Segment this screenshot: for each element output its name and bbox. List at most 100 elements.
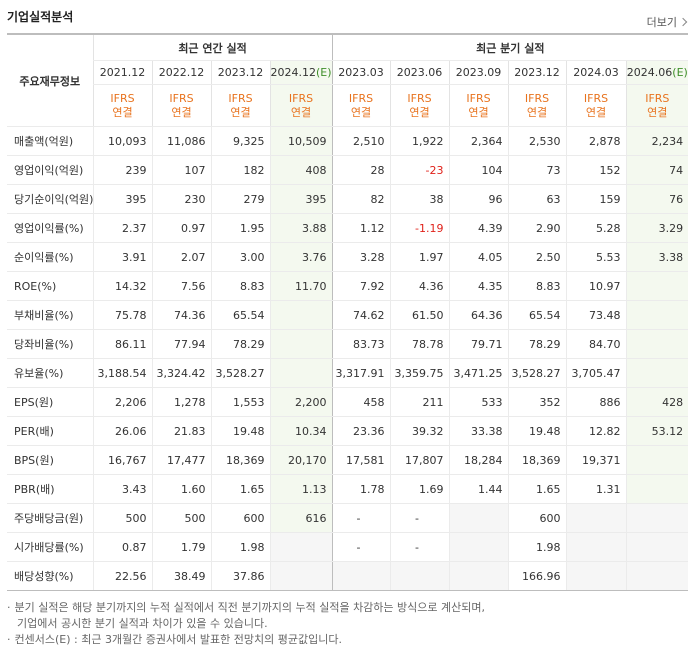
cell: 16,767 [92,445,152,475]
cell: 19,371 [565,445,627,475]
cell: 11.70 [269,271,333,301]
cell [448,561,509,591]
cell [269,532,333,562]
cell: 3.29 [625,213,689,243]
cell: 2,530 [507,126,567,156]
cell: 1.13 [269,474,333,504]
cell: 18,369 [507,445,567,475]
row-label: 순이익률(%) [7,242,93,272]
cell: 152 [565,155,627,185]
row-label: 당좌비율(%) [7,329,93,359]
cell: 79.71 [448,329,509,359]
section-title: 기업실적분석 [7,10,74,24]
cell: 12.82 [565,416,627,446]
cell [625,300,689,330]
cell: 61.50 [389,300,450,330]
cell: 182 [210,155,270,185]
cell [625,329,689,359]
cell: 2,878 [565,126,627,156]
basis-header: IFRS 연결 [625,84,689,127]
basis-header: IFRS 연결 [210,84,270,127]
estimate-mark: (E) [316,66,332,79]
row-label: 당기순이익(억원) [7,184,93,214]
cell: - [331,503,391,533]
basis-header: IFRS 연결 [151,84,211,127]
basis-text: IFRS [524,91,550,105]
cell [625,474,689,504]
cell: 458 [331,387,391,417]
cell: 82 [331,184,391,214]
cell [269,329,333,359]
cell: 2,200 [269,387,333,417]
cell: 1.31 [565,474,627,504]
basis-header: IFRS 연결 [389,84,450,127]
cell: 104 [448,155,509,185]
cell: 65.54 [507,300,567,330]
row-label: EPS(원) [7,387,93,417]
cell: 73.48 [565,300,627,330]
basis-text: 연결 [112,105,133,119]
cell: 2.50 [507,242,567,272]
basis-text: IFRS [228,91,253,105]
cell: 211 [389,387,450,417]
cell: 3,317.91 [331,358,391,388]
cell: 11,086 [151,126,211,156]
cell: 4.35 [448,271,509,301]
cell: - [389,532,450,562]
basis-text: IFRS [583,91,609,105]
cell [331,561,391,591]
cell: 74.36 [151,300,211,330]
cell: 18,369 [210,445,270,475]
row-label: PER(배) [7,416,93,446]
cell: 3.91 [92,242,152,272]
corner-header: 주요재무정보 [7,33,93,127]
cell: 428 [625,387,689,417]
cell: 1.69 [389,474,450,504]
cell [389,561,450,591]
footnote: 컨센서스(E) : 최근 3개월간 증권사에서 발표한 전망치의 평균값입니다. [7,632,485,648]
cell: 38 [389,184,450,214]
cell: 1,278 [151,387,211,417]
cell: 65.54 [210,300,270,330]
period-header: 2021.12 [92,60,152,85]
cell: 600 [210,503,270,533]
cell: 3,324.42 [151,358,211,388]
basis-text: IFRS [407,91,432,105]
cell: 239 [92,155,152,185]
cell: 33.38 [448,416,509,446]
cell: 78.29 [210,329,270,359]
basis-header: IFRS 연결 [331,84,391,127]
cell: 1.78 [331,474,391,504]
basis-text: 연결 [350,105,372,119]
cell: 17,581 [331,445,391,475]
cell: 23.36 [331,416,391,446]
cell: 10.34 [269,416,333,446]
basis-text: 연결 [230,105,251,119]
row-label: BPS(원) [7,445,93,475]
more-link[interactable]: 더보기 [647,14,686,30]
cell: 395 [269,184,333,214]
period-date: 2024.06 [626,66,673,79]
estimate-mark: (E) [672,66,688,79]
cell: 53.12 [625,416,689,446]
period-header: 2023.03 [331,60,391,85]
period-header: 2023.12 [507,60,567,85]
cell: 2.07 [151,242,211,272]
cell: 533 [448,387,509,417]
cell: 600 [507,503,567,533]
cell: -23 [389,155,450,185]
cell: 1.65 [507,474,567,504]
cell: 78.29 [507,329,567,359]
cell: 2.90 [507,213,567,243]
period-date: 2023.09 [455,66,502,79]
row-label: 영업이익(억원) [7,155,93,185]
cell: 26.06 [92,416,152,446]
cell [625,445,689,475]
period-header: 2022.12 [151,60,211,85]
basis-text: 연결 [409,105,430,119]
basis-text: IFRS [348,91,374,105]
cell: 73 [507,155,567,185]
period-date: 2022.12 [158,66,205,79]
cell: 279 [210,184,270,214]
basis-header: IFRS 연결 [507,84,567,127]
